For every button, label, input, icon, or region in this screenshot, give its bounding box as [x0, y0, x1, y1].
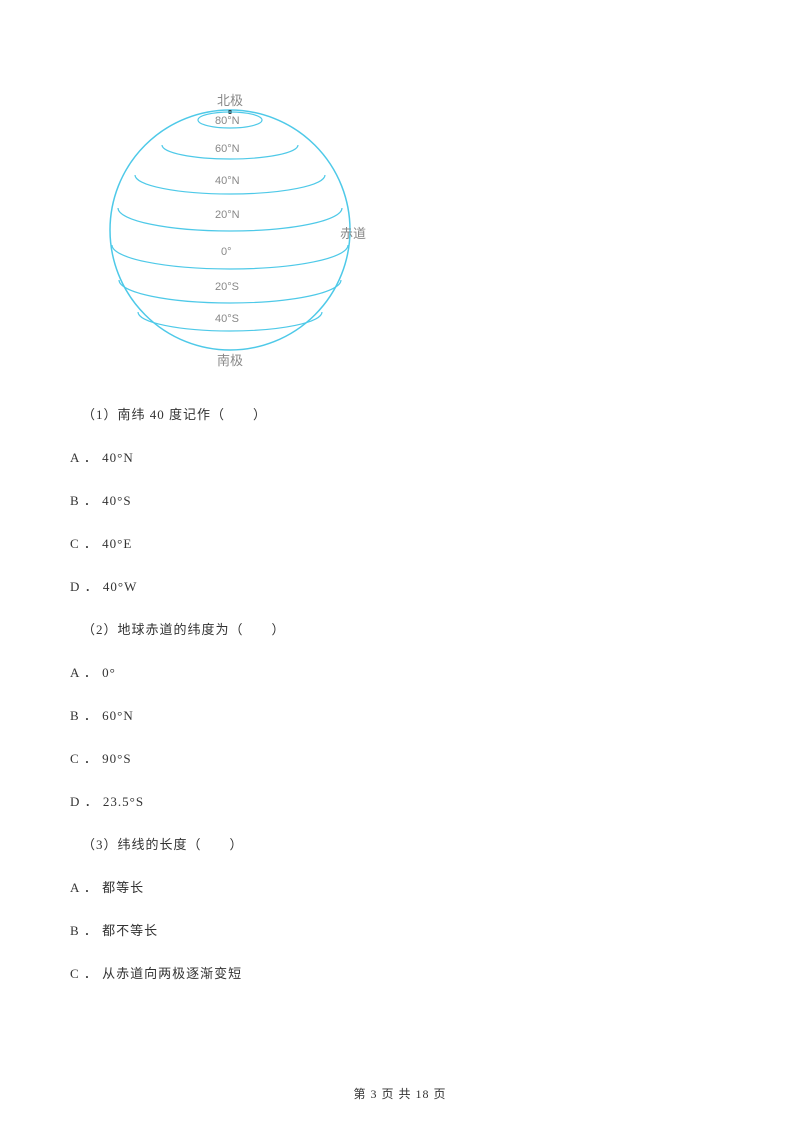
question-prompt: （1）南纬 40 度记作（ ）: [82, 404, 730, 423]
answer-option: B ． 都不等长: [70, 920, 730, 939]
latitude-label: 20°S: [215, 281, 239, 293]
answer-option: C ． 90°S: [70, 748, 730, 767]
answer-option: D ． 40°W: [70, 576, 730, 595]
latitude-label: 40°N: [215, 175, 240, 187]
answer-option: B ． 60°N: [70, 705, 730, 724]
question-prompt: （2）地球赤道的纬度为（ ）: [82, 619, 730, 638]
latitude-label: 80°N: [215, 115, 240, 127]
answer-option: C ． 40°E: [70, 533, 730, 552]
south-pole-label: 南极: [217, 353, 243, 368]
answer-option: A ． 0°: [70, 662, 730, 681]
answer-option: C ． 从赤道向两极逐渐变短: [70, 963, 730, 982]
question-prompt: （3）纬线的长度（ ）: [82, 834, 730, 853]
latitude-label: 0°: [221, 246, 232, 258]
page-footer: 第 3 页 共 18 页: [0, 1085, 800, 1102]
answer-option: A ． 都等长: [70, 877, 730, 896]
latitude-label: 60°N: [215, 143, 240, 155]
answer-option: B ． 40°S: [70, 490, 730, 509]
globe-diagram: 北极 南极 赤道 80°N 60°N 40°N 20°N 0° 20°S 40°S: [100, 90, 730, 374]
latitude-label: 20°N: [215, 209, 240, 221]
north-pole-label: 北极: [217, 93, 243, 108]
questions-section: （1）南纬 40 度记作（ ） A ． 40°N B ． 40°S C ． 40°E D…: [70, 404, 730, 982]
equator-label: 赤道: [340, 226, 366, 241]
page-number: 第 3 页 共 18 页: [353, 1087, 446, 1101]
globe-svg: 北极 南极 赤道 80°N 60°N 40°N 20°N 0° 20°S 40°S: [100, 90, 400, 370]
answer-option: A ． 40°N: [70, 447, 730, 466]
latitude-label: 40°S: [215, 313, 239, 325]
answer-option: D ． 23.5°S: [70, 791, 730, 810]
